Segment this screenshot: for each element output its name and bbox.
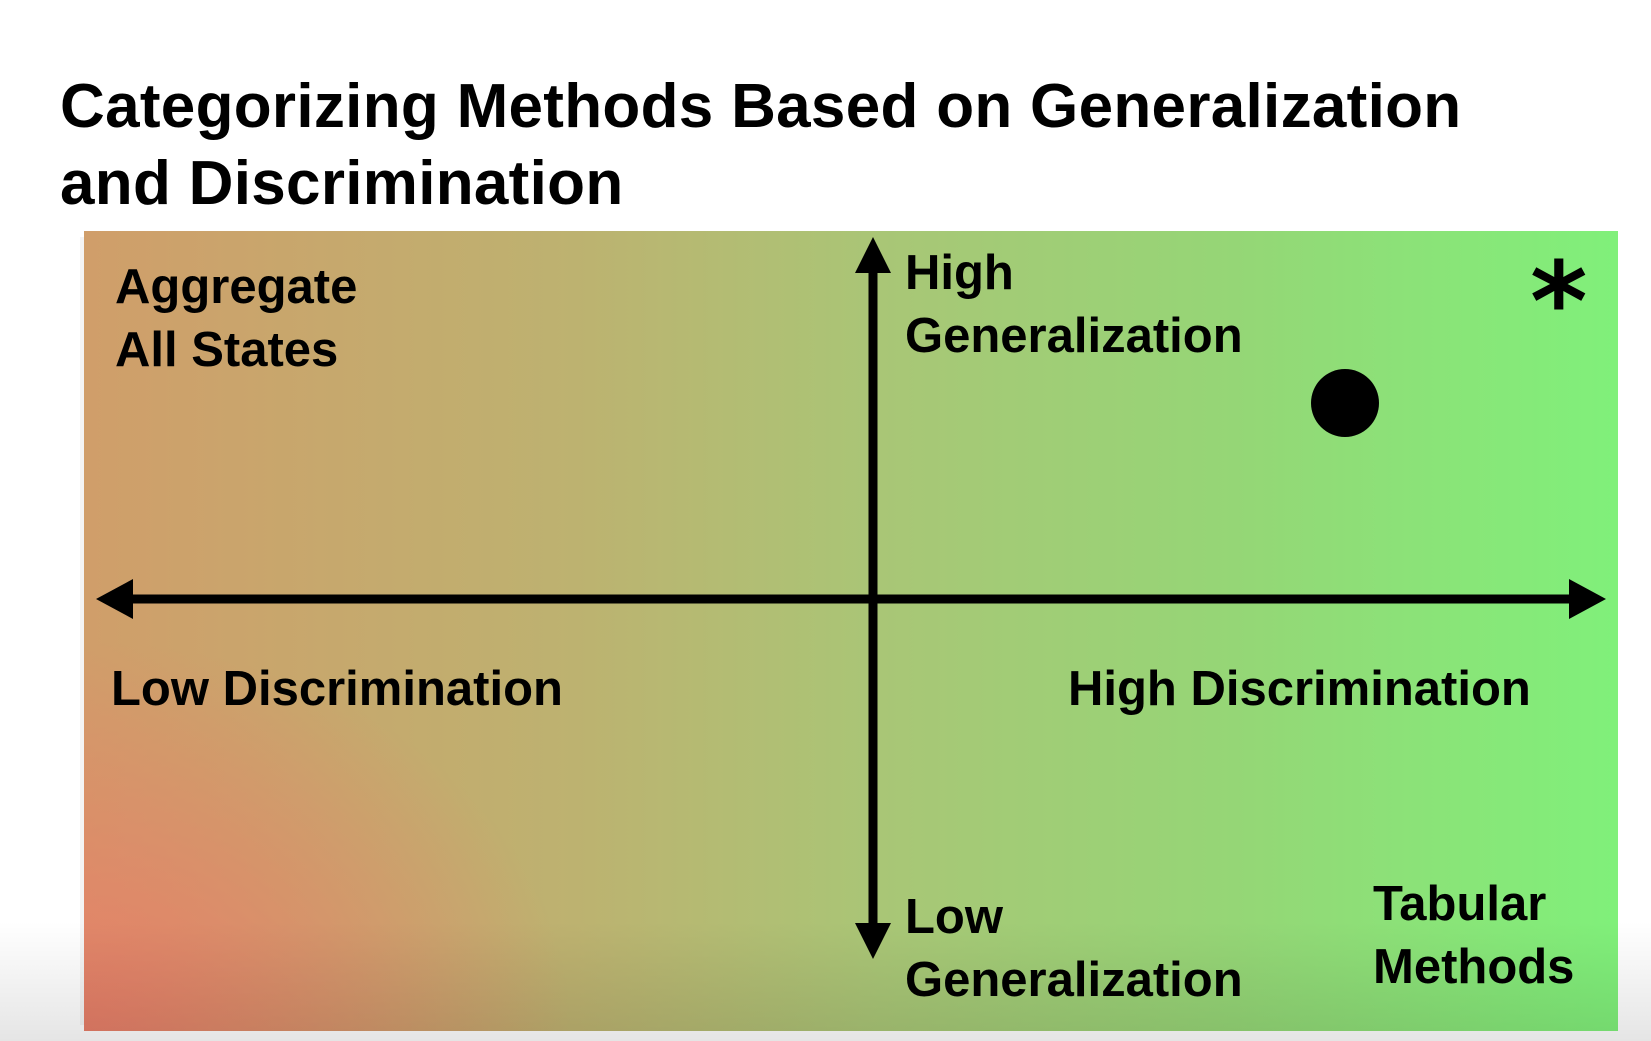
dot-marker-icon bbox=[1311, 369, 1379, 437]
x-axis-right-arrowhead bbox=[1569, 579, 1606, 619]
label-high-generalization: High Generalization bbox=[905, 242, 1243, 368]
slide-title: Categorizing Methods Based on Generaliza… bbox=[60, 68, 1620, 222]
slide-title-line-1: Categorizing Methods Based on Generaliza… bbox=[60, 72, 1462, 141]
axes bbox=[96, 237, 1606, 959]
label-methods: Methods bbox=[1373, 940, 1575, 994]
label-low-discrimination: Low Discrimination bbox=[111, 662, 563, 716]
x-axis-left-arrowhead bbox=[96, 579, 133, 619]
slide-title-line-2: and Discrimination bbox=[60, 149, 624, 218]
label-generalization-top: Generalization bbox=[905, 309, 1243, 363]
label-generalization-bottom: Generalization bbox=[905, 953, 1243, 1007]
y-axis-top-arrowhead bbox=[855, 237, 891, 273]
label-aggregate-all-states: Aggregate All States bbox=[115, 256, 357, 382]
label-aggregate: Aggregate bbox=[115, 260, 358, 314]
label-all-states: All States bbox=[115, 323, 339, 377]
quadrant-diagram: Aggregate All States High Generalization… bbox=[0, 231, 1651, 1041]
star-marker: * bbox=[1530, 238, 1588, 366]
label-tabular: Tabular bbox=[1373, 877, 1547, 931]
label-high-discrimination: High Discrimination bbox=[1068, 662, 1531, 716]
label-low: Low bbox=[905, 890, 1003, 944]
label-low-generalization: Low Generalization bbox=[905, 886, 1243, 1012]
y-axis-bottom-arrowhead bbox=[855, 923, 891, 959]
label-tabular-methods: Tabular Methods bbox=[1373, 873, 1574, 999]
label-high: High bbox=[905, 246, 1014, 300]
